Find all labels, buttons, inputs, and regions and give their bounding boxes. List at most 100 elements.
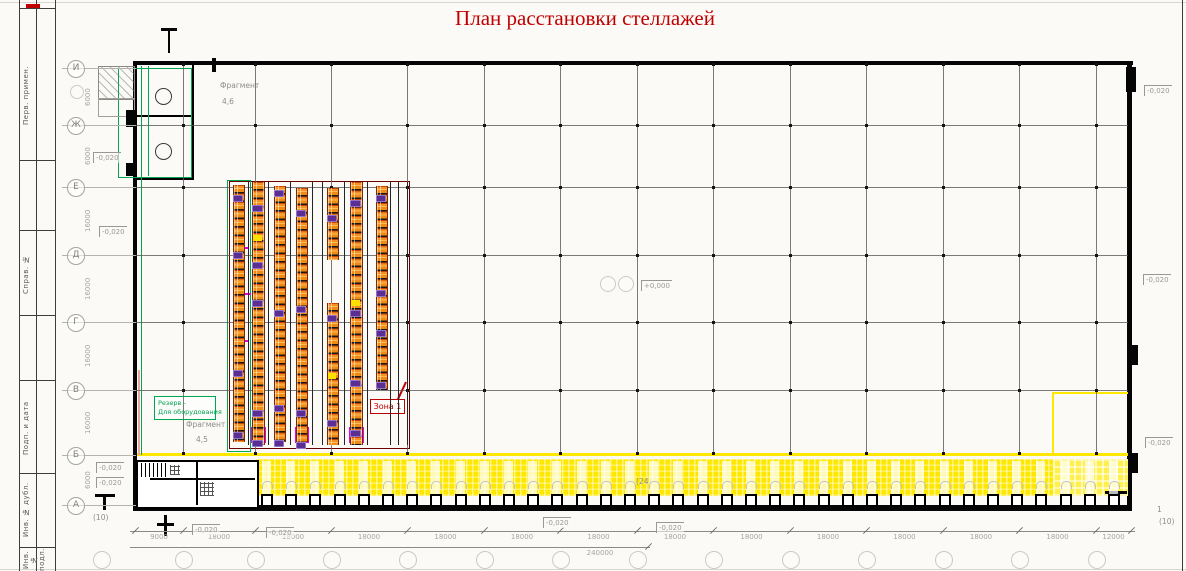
dock-bumper bbox=[431, 481, 443, 489]
rack-aisle-line bbox=[367, 182, 368, 445]
grid-column-line bbox=[790, 66, 791, 453]
grid-node-dot bbox=[1095, 452, 1098, 455]
grid-row-extension bbox=[62, 455, 136, 456]
col-axis-bubble bbox=[1011, 551, 1029, 569]
rack-aisle-line bbox=[390, 182, 391, 445]
grid-node-dot bbox=[483, 389, 486, 392]
grid-node-dot bbox=[1018, 124, 1021, 127]
row-axis-bubble: В bbox=[67, 382, 85, 400]
grid-node-dot bbox=[182, 186, 185, 189]
dock-door bbox=[987, 494, 999, 507]
dock-door bbox=[1011, 494, 1024, 507]
col-axis-bubble bbox=[858, 551, 876, 569]
ref-10-right: (10) bbox=[1159, 517, 1175, 526]
rack-special-cell bbox=[233, 370, 243, 377]
grid-node-dot bbox=[254, 124, 257, 127]
dock-door bbox=[503, 494, 515, 507]
dock-bay-stripe bbox=[262, 461, 271, 494]
grid-node-dot bbox=[865, 254, 868, 257]
dock-bay-stripe bbox=[576, 461, 586, 494]
dock-door bbox=[551, 494, 564, 507]
dock-bay-stripe bbox=[939, 461, 949, 494]
col-axis-bubble bbox=[782, 551, 800, 569]
dock-door bbox=[793, 494, 806, 507]
rack-special-cell bbox=[327, 420, 337, 427]
grid-node-dot bbox=[942, 63, 945, 66]
dock-door bbox=[406, 494, 419, 507]
rack-special-cell bbox=[376, 382, 386, 389]
grid-node-dot bbox=[942, 452, 945, 455]
rack-highlight-cell bbox=[351, 300, 360, 306]
col-axis-bubble bbox=[247, 551, 265, 569]
dock-bumper bbox=[455, 481, 467, 489]
rack-highlight-cell bbox=[328, 373, 336, 379]
rack-special-cell bbox=[233, 432, 243, 439]
rack-special-cell bbox=[376, 195, 386, 202]
service-line-pink bbox=[138, 370, 140, 455]
dock-bumper bbox=[1012, 481, 1024, 489]
rack-special-cell bbox=[296, 210, 306, 217]
dock-bay-stripe bbox=[770, 461, 780, 494]
dock-bay-stripe bbox=[746, 461, 755, 494]
dock-bay-stripe bbox=[963, 461, 973, 494]
grid-node-dot bbox=[712, 452, 715, 455]
grid-column-line bbox=[183, 66, 184, 453]
room-block-topleft bbox=[136, 64, 194, 180]
rack-aisle-line bbox=[322, 182, 323, 445]
section-mark-stem bbox=[103, 497, 106, 510]
grid-node-dot bbox=[559, 254, 562, 257]
dock-door bbox=[1035, 494, 1048, 507]
dim-line bbox=[130, 531, 1135, 532]
col-axis-bubble bbox=[399, 551, 417, 569]
grid-node-dot bbox=[559, 321, 562, 324]
grid-node-dot bbox=[942, 124, 945, 127]
col-axis-bubble bbox=[175, 551, 193, 569]
dock-door bbox=[309, 494, 322, 507]
grid-node-dot bbox=[1018, 452, 1021, 455]
grid-column-line bbox=[560, 66, 561, 453]
dock-bumper bbox=[988, 481, 999, 489]
dock-door bbox=[285, 494, 298, 507]
grid-node-dot bbox=[182, 254, 185, 257]
rack-special-cell bbox=[376, 290, 386, 297]
rack-row-strip bbox=[233, 185, 245, 442]
v-dim-label: 16000 bbox=[84, 209, 92, 233]
dock-bay-stripe bbox=[794, 461, 804, 494]
grid-node-dot bbox=[636, 124, 639, 127]
frame-separator bbox=[19, 230, 55, 231]
rack-special-cell bbox=[252, 262, 263, 269]
equipment-grid bbox=[170, 465, 180, 475]
wall-door-block bbox=[126, 110, 135, 127]
grid-node-dot bbox=[559, 63, 562, 66]
grid-node-dot bbox=[712, 124, 715, 127]
grid-node-dot bbox=[789, 389, 792, 392]
section-mark-stem bbox=[168, 31, 170, 53]
frame-separator bbox=[19, 547, 55, 548]
dock-bay-stripe bbox=[552, 461, 562, 494]
grid-row-line bbox=[136, 255, 1128, 256]
dim-label: 18000 bbox=[663, 533, 687, 541]
rack-row-strip bbox=[327, 188, 339, 260]
grid-node-dot bbox=[942, 254, 945, 257]
rack-special-cell bbox=[327, 215, 337, 222]
frame-label-sprav-no: Справ. № bbox=[22, 255, 30, 295]
grid-node-dot bbox=[182, 63, 185, 66]
frame-corner-mark bbox=[26, 4, 40, 9]
dock-bumper bbox=[842, 481, 854, 489]
rack-special-cell bbox=[274, 310, 284, 317]
dim-label: 18000 bbox=[893, 533, 916, 541]
rack-special-cell bbox=[233, 195, 243, 202]
grid-node-dot bbox=[254, 452, 257, 455]
reserve-label-line2: Для оборудования bbox=[158, 408, 222, 416]
grid-node-dot bbox=[559, 452, 562, 455]
grid-row-line bbox=[136, 125, 1128, 126]
total-dim-label: 240000 bbox=[586, 549, 614, 557]
elevation-mark: -0,020 bbox=[96, 477, 124, 488]
rack-aisle-line bbox=[407, 182, 408, 445]
dock-bumper bbox=[1036, 481, 1048, 489]
grid-node-dot bbox=[559, 389, 562, 392]
col-axis-bubble bbox=[935, 551, 953, 569]
dock-bay-stripe bbox=[988, 461, 997, 494]
equipment-grid bbox=[200, 482, 214, 496]
wall-door-block bbox=[1126, 67, 1136, 92]
